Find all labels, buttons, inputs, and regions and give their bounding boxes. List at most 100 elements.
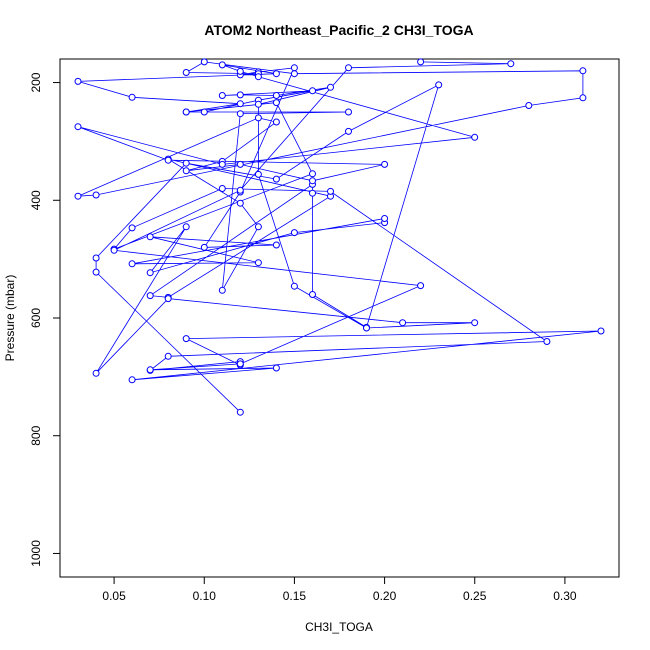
data-point	[597, 327, 605, 335]
series-line	[77, 61, 602, 413]
data-point	[74, 192, 82, 200]
data-point	[236, 100, 244, 108]
data-point	[92, 191, 100, 199]
data-point	[290, 282, 298, 290]
data-point	[381, 215, 389, 222]
x-tick-label: 0.15	[283, 589, 307, 603]
data-point	[254, 223, 262, 231]
data-point	[200, 108, 208, 116]
data-point	[363, 324, 370, 332]
data-point	[146, 269, 154, 277]
data-point	[164, 295, 172, 303]
data-point	[272, 70, 280, 78]
data-point	[272, 364, 280, 372]
data-point	[182, 335, 190, 343]
data-point	[182, 159, 190, 167]
data-point	[417, 282, 425, 290]
y-tick-label: 800	[29, 425, 43, 445]
data-point	[507, 60, 515, 68]
data-point	[128, 93, 136, 101]
data-point	[218, 185, 226, 192]
data-point	[327, 187, 334, 195]
data-point	[579, 94, 587, 102]
data-point	[236, 186, 244, 194]
data-point	[290, 64, 298, 72]
data-point	[345, 64, 352, 72]
x-tick-label: 0.10	[193, 589, 217, 603]
data-point	[236, 110, 244, 118]
data-point	[309, 177, 316, 185]
data-point	[236, 91, 244, 99]
data-point	[345, 127, 352, 135]
data-point	[110, 246, 118, 254]
data-point	[381, 160, 389, 168]
data-point	[128, 260, 136, 268]
data-point	[182, 108, 190, 116]
data-point	[309, 87, 316, 95]
x-tick-label: 0.30	[553, 589, 577, 603]
x-tick-label: 0.25	[463, 589, 487, 603]
data-point	[146, 366, 154, 374]
data-point	[309, 291, 316, 298]
data-point	[92, 369, 100, 377]
data-point	[471, 133, 479, 141]
data-point	[218, 286, 226, 294]
data-point	[272, 175, 280, 183]
data-point	[309, 170, 316, 178]
data-point	[128, 376, 136, 384]
data-point	[218, 160, 226, 168]
y-tick-label: 1000	[29, 540, 43, 567]
data-point	[579, 67, 587, 75]
data-point	[399, 319, 407, 327]
y-axis: 200 400 600 800 1000	[29, 72, 60, 567]
data-point	[290, 229, 298, 237]
data-point	[92, 254, 100, 262]
data-point	[543, 338, 551, 345]
data-point	[92, 268, 100, 276]
data-point	[200, 58, 208, 66]
data-point	[290, 70, 298, 78]
data-point	[272, 99, 280, 107]
data-point	[164, 156, 172, 164]
data-point	[236, 160, 244, 168]
data-point	[128, 224, 136, 232]
data-point	[146, 233, 154, 241]
data-point	[254, 170, 262, 178]
x-axis-label: CH3I_TOGA	[305, 620, 373, 634]
y-tick-label: 400	[29, 190, 43, 210]
data-point	[272, 241, 280, 249]
data-point	[525, 102, 533, 109]
x-tick-label: 0.20	[373, 589, 397, 603]
data-point	[236, 199, 244, 207]
data-point	[272, 92, 280, 99]
data-point	[182, 223, 190, 231]
data-point	[74, 77, 82, 85]
data-point	[236, 67, 244, 75]
data-point	[200, 243, 208, 251]
data-point	[309, 189, 316, 197]
chart-title: ATOM2 Northeast_Pacific_2 CH3I_TOGA	[204, 22, 473, 38]
data-point	[182, 167, 190, 175]
data-point	[272, 118, 280, 126]
data-point	[236, 408, 244, 416]
data-point	[417, 58, 425, 66]
data-point	[345, 108, 352, 116]
x-axis: 0.05 0.10 0.15 0.20 0.25 0.30	[102, 577, 577, 603]
data-point	[471, 319, 479, 327]
data-point	[74, 123, 82, 131]
data-point	[182, 69, 190, 76]
data-point	[146, 292, 154, 300]
data-point	[254, 259, 262, 267]
data-point	[254, 100, 262, 108]
data-point	[164, 352, 172, 360]
y-axis-label: Pressure (mbar)	[3, 275, 17, 362]
data-point	[218, 61, 226, 69]
y-tick-label: 600	[29, 308, 43, 328]
series-points	[74, 58, 605, 416]
data-point	[236, 360, 244, 368]
y-tick-label: 200	[29, 72, 43, 92]
series-path	[77, 61, 602, 413]
x-tick-label: 0.05	[102, 589, 126, 603]
data-point	[254, 73, 262, 81]
